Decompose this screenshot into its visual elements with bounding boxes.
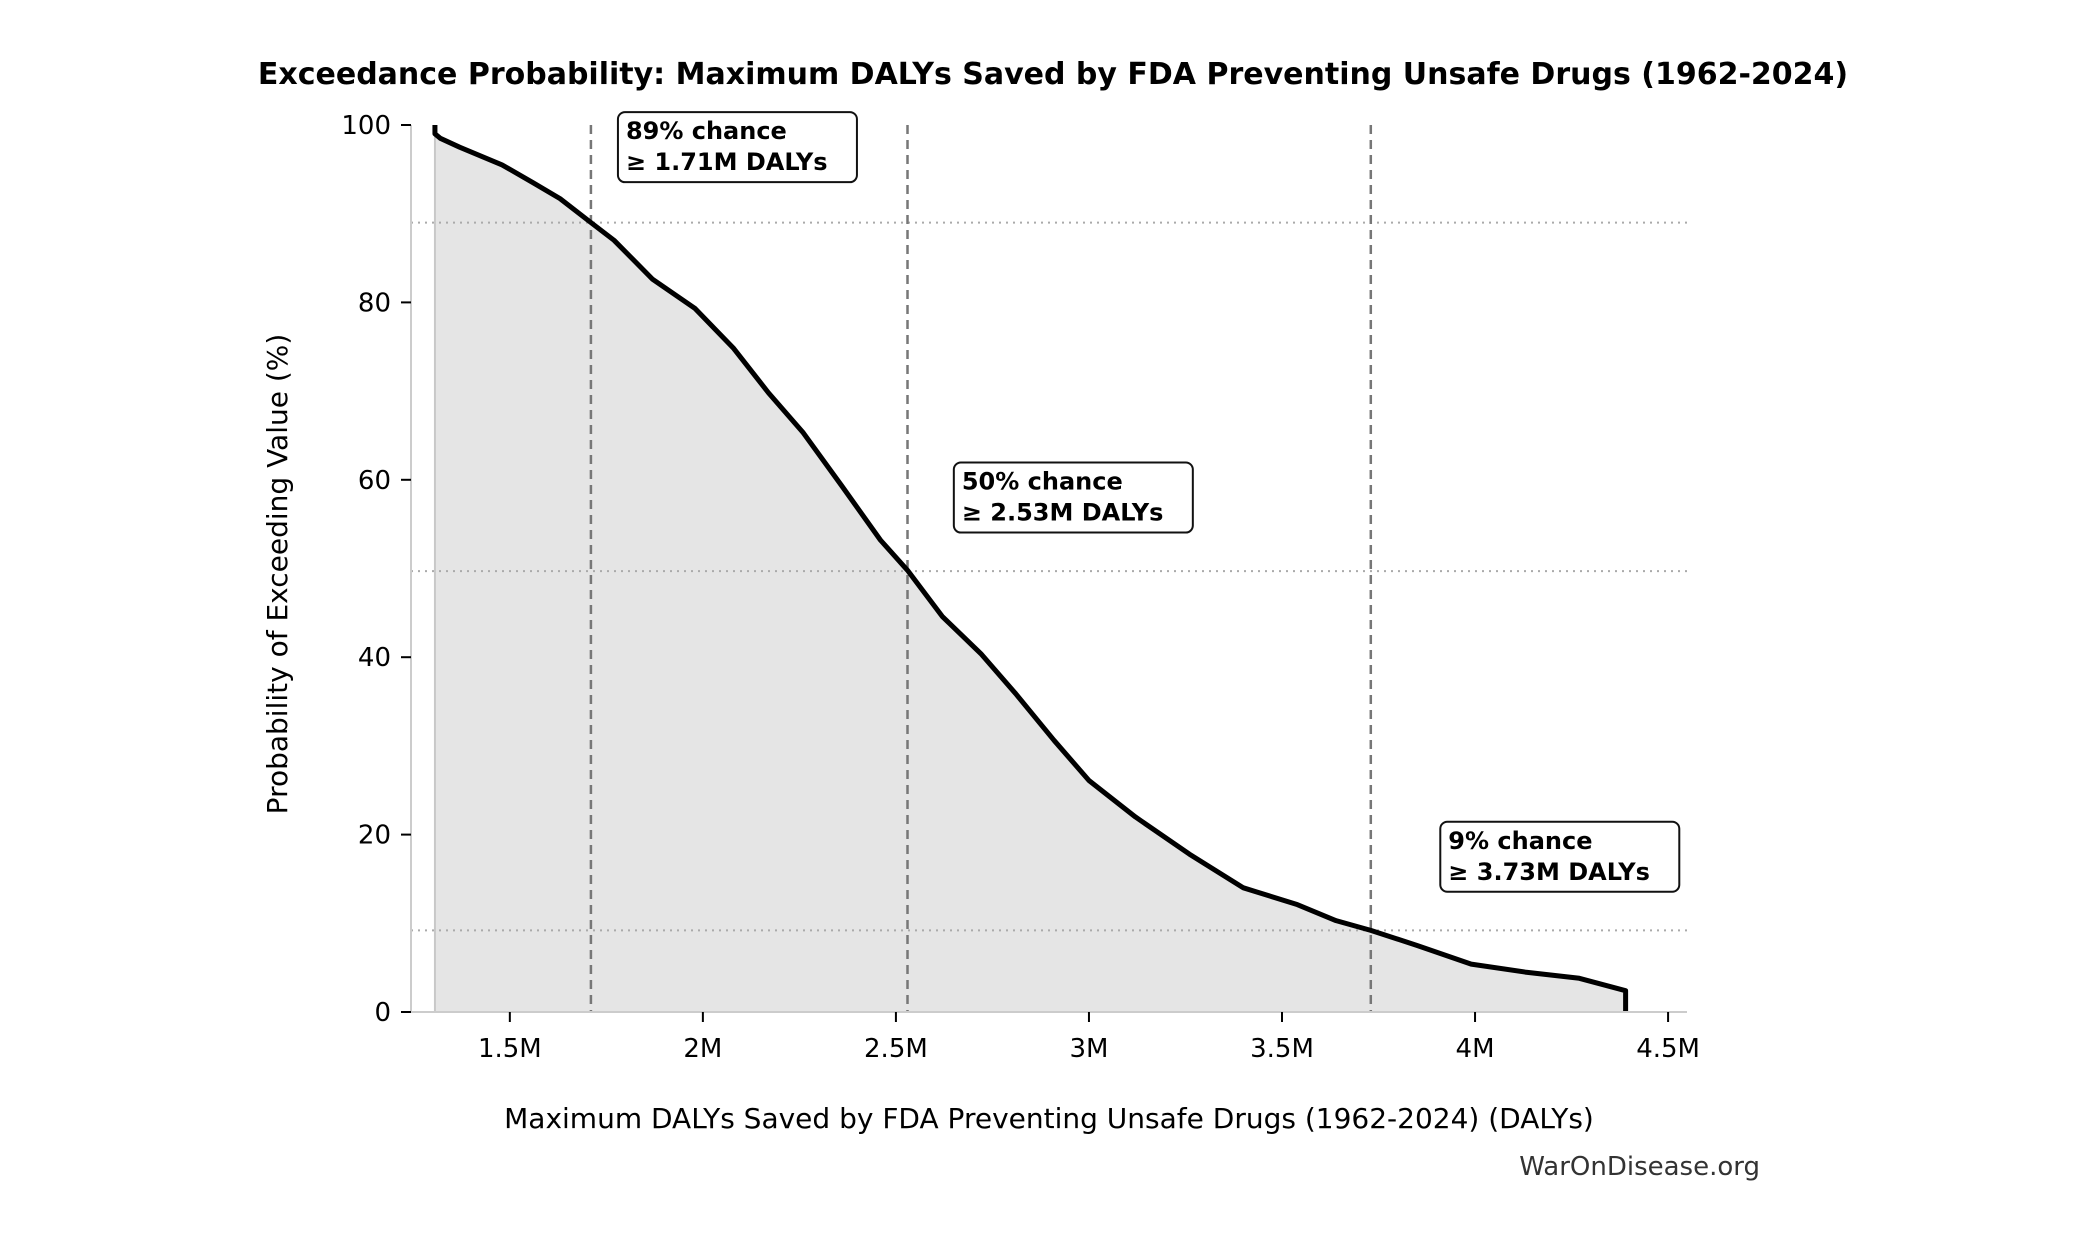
area-fill bbox=[434, 125, 1626, 1012]
annotation-line2: ≥ 3.73M DALYs bbox=[1448, 858, 1650, 886]
annotation-line2: ≥ 1.71M DALYs bbox=[626, 148, 828, 176]
y-tick-label: 40 bbox=[358, 643, 391, 673]
annotation-box-0 bbox=[616, 111, 858, 184]
x-axis-label: Maximum DALYs Saved by FDA Preventing Un… bbox=[504, 1102, 1594, 1135]
annotation-line1: 9% chance bbox=[1448, 827, 1592, 855]
y-tick-label: 80 bbox=[358, 288, 391, 318]
y-axis-label: Probability of Exceeding Value (%) bbox=[261, 334, 294, 815]
exceedance-line bbox=[432, 125, 1629, 1012]
y-tick-label: 20 bbox=[358, 821, 391, 851]
annotation-box-2 bbox=[1439, 820, 1681, 893]
y-tick-label: 60 bbox=[358, 466, 391, 496]
annotation-line1: 89% chance bbox=[626, 117, 787, 145]
x-tick-label: 3.5M bbox=[1250, 1034, 1314, 1064]
watermark: WarOnDisease.org bbox=[1519, 1152, 1760, 1182]
x-tick-label: 2M bbox=[683, 1034, 722, 1064]
plot-area: 1.5M 2M 2.5M 3M 3.5M 4M 4.5M 0 20 40 60 80 100 89% ch… bbox=[341, 111, 1700, 1064]
chart-title: Exceedance Probability: Maximum DALYs Sa… bbox=[258, 57, 1848, 92]
y-tick-label: 0 bbox=[374, 998, 391, 1028]
x-tick-label: 2.5M bbox=[864, 1034, 928, 1064]
annotation-line2: ≥ 2.53M DALYs bbox=[962, 499, 1164, 527]
annotation-line1: 50% chance bbox=[962, 468, 1123, 496]
x-tick-label: 4M bbox=[1456, 1034, 1495, 1064]
x-tick-label: 4.5M bbox=[1636, 1034, 1700, 1064]
x-tick-label: 3M bbox=[1069, 1034, 1108, 1064]
y-tick-label: 100 bbox=[341, 111, 391, 141]
x-tick-label: 1.5M bbox=[478, 1034, 542, 1064]
annotation-box-1 bbox=[952, 461, 1194, 534]
